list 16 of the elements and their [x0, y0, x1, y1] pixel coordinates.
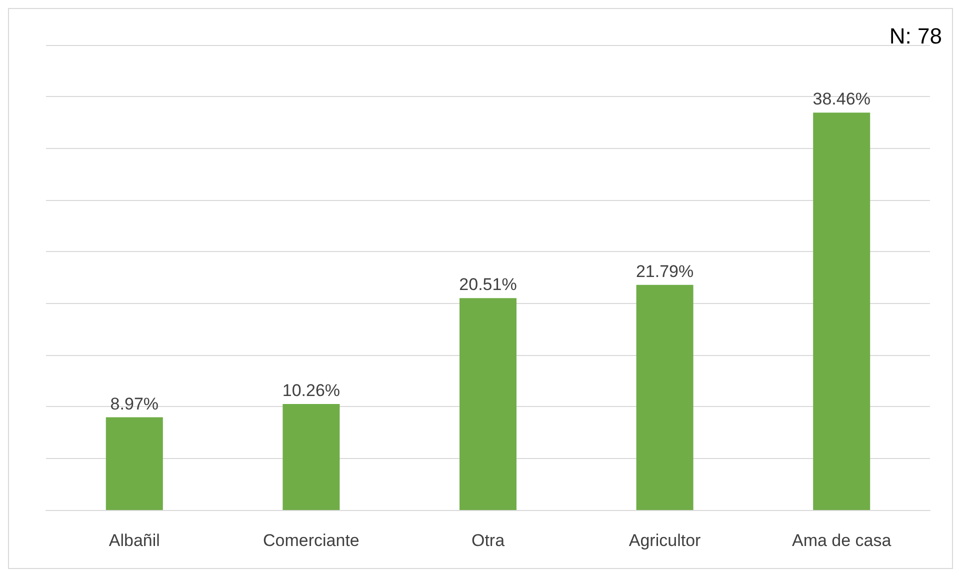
data-label: 20.51% [459, 275, 517, 294]
data-label: 8.97% [110, 394, 158, 414]
x-tick-label: Comerciante [263, 531, 360, 550]
bar [282, 404, 340, 510]
data-label: 38.46% [812, 90, 870, 109]
bar [106, 417, 163, 510]
bar [813, 112, 870, 510]
data-label: 21.79% [636, 262, 694, 281]
x-tick-label: Agricultor [628, 531, 702, 550]
x-tick-label: Ama de casa [792, 531, 892, 550]
bar [460, 298, 516, 510]
annotation: N: 78 [889, 24, 942, 48]
bar [636, 284, 694, 510]
data-label: 10.26% [282, 380, 340, 400]
x-tick-label: Otra [471, 531, 506, 550]
x-tick-label: Albañil [108, 531, 160, 550]
